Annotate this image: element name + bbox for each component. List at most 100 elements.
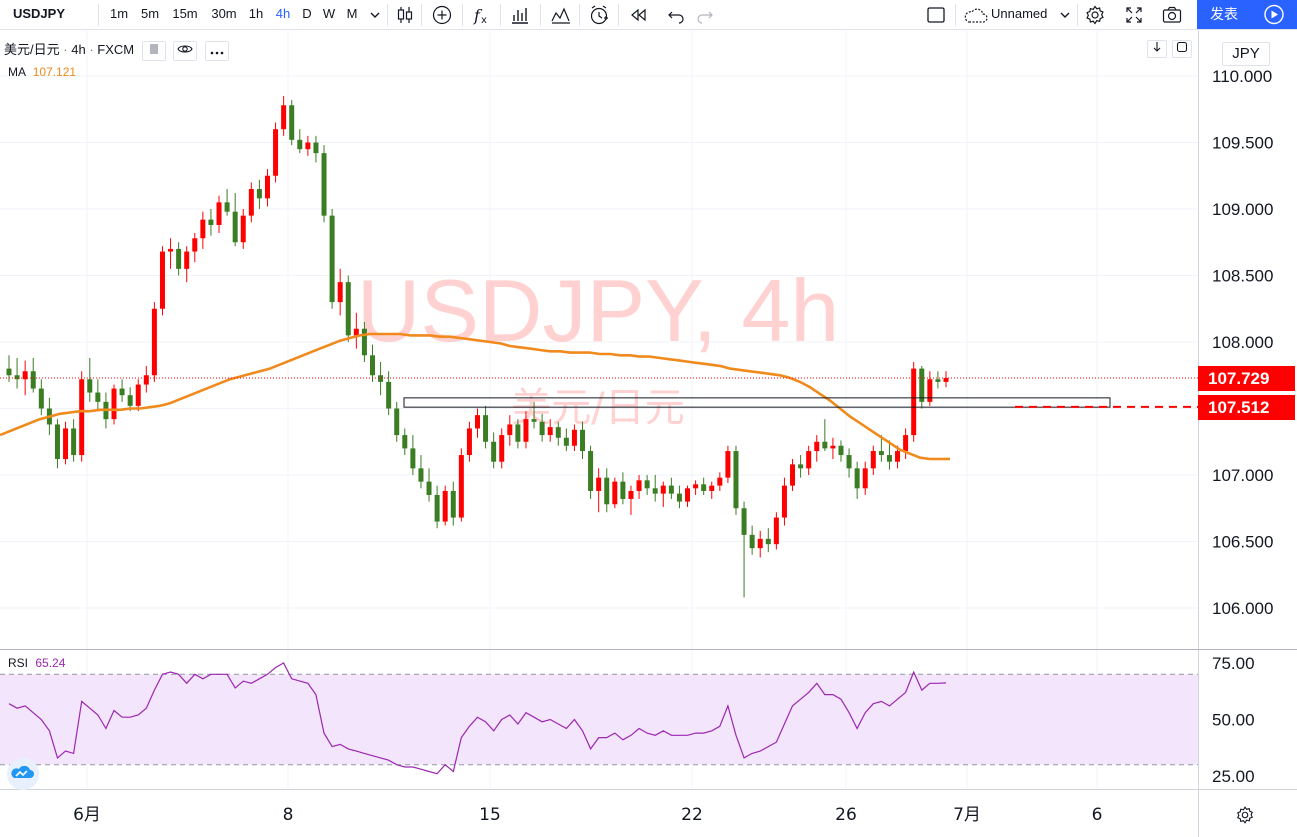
chart-canvas[interactable]: USDJPY, 4h 美元/日元 110.000 109.500 109.000 108.… — [0, 31, 1297, 837]
currency-badge[interactable]: JPY — [1222, 42, 1270, 66]
toolbar-divider — [500, 4, 501, 26]
zone-rectangle — [403, 397, 1111, 408]
interval-1m[interactable]: 1m — [109, 6, 129, 21]
candles-icon[interactable] — [393, 3, 417, 27]
candle-body — [515, 424, 521, 442]
interval-4h[interactable]: 4h — [275, 6, 291, 21]
candle-body — [798, 464, 804, 469]
alert-clock-icon[interactable] — [587, 3, 611, 27]
maximize-icon — [1176, 41, 1188, 53]
candle-body — [216, 202, 222, 225]
chart-settings-gear-icon[interactable] — [1234, 804, 1256, 826]
layout-name-button[interactable]: Unnamed — [991, 6, 1048, 21]
compare-plus-icon[interactable] — [430, 3, 454, 27]
rsi-legend: RSI 65.24 — [8, 656, 65, 670]
cloud-logo-icon — [11, 765, 34, 778]
chevron-down-icon[interactable] — [363, 3, 387, 27]
play-button[interactable] — [1251, 0, 1297, 29]
candle-body — [709, 485, 715, 491]
time-axis-label: 22 — [681, 805, 703, 825]
candle-body — [224, 202, 230, 212]
pane-maximize-button[interactable] — [1172, 40, 1192, 58]
templates-icon[interactable] — [549, 3, 573, 27]
candle-body — [886, 455, 892, 462]
time-axis-label: 15 — [479, 805, 501, 825]
symbol-search-button[interactable]: USDJPY — [12, 6, 66, 21]
candle-body — [741, 508, 747, 535]
eye-icon — [177, 45, 193, 53]
candle-body — [305, 142, 311, 150]
expand-icon[interactable] — [1122, 3, 1146, 27]
candle-body — [184, 251, 190, 269]
candle-body — [159, 251, 165, 309]
interval-15m[interactable]: 15m — [172, 6, 198, 21]
candle-body — [321, 153, 327, 216]
fullscreen-square-icon[interactable] — [924, 3, 948, 27]
candle-body — [402, 435, 408, 449]
candle-body — [256, 189, 262, 199]
publish-button[interactable]: 发表 — [1197, 0, 1251, 29]
legend-visibility-button[interactable] — [173, 40, 198, 61]
rsi-label: RSI — [8, 656, 29, 670]
toolbar-divider — [462, 4, 463, 26]
svg-text:f: f — [473, 6, 483, 25]
candle-body — [644, 480, 650, 489]
candle-body — [450, 490, 456, 518]
candle-body — [95, 392, 101, 402]
candle-body — [596, 477, 602, 491]
candle-body — [192, 238, 198, 252]
chart-area[interactable]: USDJPY, 4h 美元/日元 110.000 109.500 109.000 108.… — [0, 31, 1297, 837]
candle-body — [806, 451, 812, 469]
legend-flag-button[interactable] — [141, 40, 166, 61]
interval-D[interactable]: D — [302, 6, 312, 21]
tradingview-logo[interactable] — [7, 758, 39, 790]
price-axis-label: 109.500 — [1212, 134, 1273, 153]
candle-body — [386, 381, 392, 409]
interval-30m[interactable]: 30m — [211, 6, 237, 21]
undo-icon[interactable] — [664, 3, 688, 27]
interval-1h[interactable]: 1h — [248, 6, 264, 21]
ma-label: MA — [8, 65, 26, 79]
interval-W[interactable]: W — [322, 6, 336, 21]
legend-more-button[interactable] — [205, 40, 229, 61]
candle-body — [353, 328, 359, 336]
rsi-line — [8, 662, 947, 775]
toolbar-divider — [421, 4, 422, 26]
candle-body — [685, 488, 691, 502]
candle-body — [232, 211, 238, 243]
redo-icon[interactable] — [693, 3, 717, 27]
camera-icon[interactable] — [1160, 3, 1184, 27]
candle-body — [604, 477, 610, 505]
candle-body — [151, 308, 157, 376]
cloud-icon[interactable] — [962, 4, 990, 28]
time-axis-label: 8 — [283, 805, 294, 825]
settings-gear-icon[interactable] — [1083, 3, 1107, 27]
interval-M[interactable]: M — [346, 6, 358, 21]
candle-body — [426, 481, 432, 495]
price-axis-label: 107.000 — [1212, 466, 1273, 485]
candle-body — [733, 451, 739, 509]
legend-exchange: FXCM — [97, 42, 135, 57]
bar-chart-icon[interactable] — [508, 3, 532, 27]
candle-body — [539, 421, 545, 436]
toolbar-divider — [98, 4, 99, 26]
rsi-axis-label: 25.00 — [1212, 767, 1255, 786]
candle-body — [475, 415, 480, 429]
candle-body — [935, 379, 941, 382]
candle-body — [127, 395, 133, 406]
pane-scroll-down-button[interactable] — [1147, 40, 1167, 58]
watermark-subtitle: 美元/日元 — [511, 385, 684, 431]
chevron-down-icon[interactable] — [1053, 3, 1077, 27]
candle-body — [297, 139, 303, 150]
rsi-axis-label: 75.00 — [1212, 654, 1255, 673]
candle-body — [313, 142, 319, 154]
watermark-title: USDJPY, 4h — [357, 261, 840, 360]
replay-icon[interactable] — [626, 3, 650, 27]
price-axis-label: 108.000 — [1212, 333, 1273, 352]
symbol-legend: 美元/日元 · 4h · FXCM — [4, 39, 229, 61]
interval-5m[interactable]: 5m — [140, 6, 160, 21]
candle-body — [676, 493, 682, 502]
time-axis-label: 6 — [1092, 805, 1103, 825]
